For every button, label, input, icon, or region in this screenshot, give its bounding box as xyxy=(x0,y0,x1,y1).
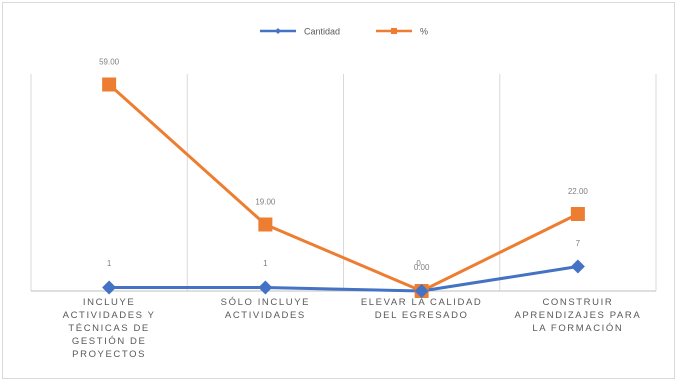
data-point-square xyxy=(102,77,117,92)
data-label: 22.00 xyxy=(568,187,589,196)
category-label: CONSTRUIR APRENDIZAJES PARA LA FORMACIÓN xyxy=(514,297,641,334)
data-point-diamond xyxy=(570,259,585,274)
data-point-square xyxy=(258,217,273,232)
legend-marker xyxy=(275,28,281,34)
data-label: 19.00 xyxy=(255,198,276,207)
category-label: INCLUYE ACTIVIDADES Y TÉCNICAS DE GESTIÓN D… xyxy=(63,297,156,360)
legend-label: Cantidad xyxy=(304,27,340,37)
data-point-diamond xyxy=(258,280,273,295)
legend-marker xyxy=(391,28,397,34)
series-line-percent xyxy=(108,83,579,293)
data-label: 1 xyxy=(107,259,112,268)
category-label: ELEVAR LA CALIDAD DEL EGRESADO xyxy=(361,297,483,321)
data-label: 59.00 xyxy=(99,58,120,67)
data-point-square xyxy=(570,207,585,221)
legend-label: % xyxy=(420,27,428,37)
series-line-cantidad xyxy=(109,265,579,293)
data-label: 0 xyxy=(416,259,421,268)
data-label: 0.00 xyxy=(414,263,430,272)
category-label: SÓLO INCLUYE ACTIVIDADES xyxy=(221,297,310,321)
data-label: 1 xyxy=(263,259,268,268)
data-point-diamond xyxy=(414,284,429,298)
data-point-diamond xyxy=(102,280,117,295)
data-label: 7 xyxy=(576,239,581,248)
